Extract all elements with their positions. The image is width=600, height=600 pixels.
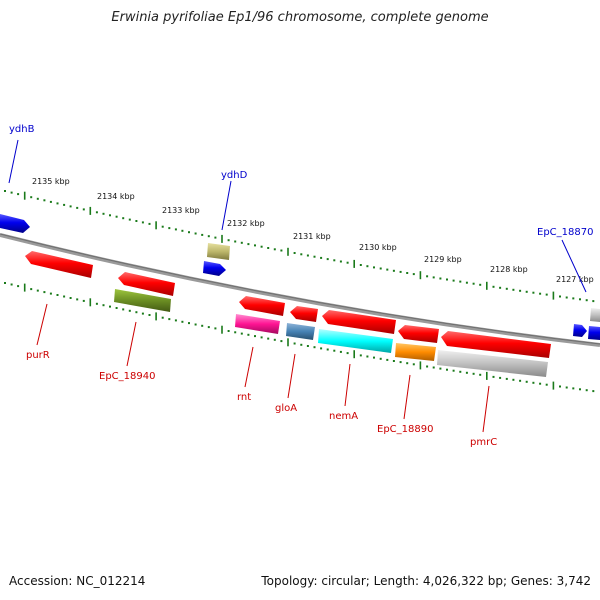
lower-tick-row bbox=[4, 282, 595, 393]
scale-label-2134: 2134 kbp bbox=[97, 192, 135, 201]
label-pmrC[interactable]: pmrC bbox=[470, 437, 497, 448]
leader-ydhD bbox=[221, 180, 232, 231]
leader-EpC_18870 bbox=[561, 239, 587, 293]
leader-nemA bbox=[344, 363, 351, 407]
label-ydhD[interactable]: ydhD bbox=[221, 170, 248, 181]
label-EpC_18870[interactable]: EpC_18870 bbox=[537, 227, 593, 238]
leader-pmrC bbox=[482, 385, 490, 433]
scale-labels: 2135 kbp 2134 kbp 2133 kbp 2132 kbp 2131… bbox=[32, 177, 594, 284]
scale-label-2129: 2129 kbp bbox=[424, 255, 462, 264]
gene-EpC_18870-a[interactable] bbox=[573, 324, 587, 337]
label-EpC_18890[interactable]: EpC_18890 bbox=[377, 424, 433, 435]
scale-label-2135: 2135 kbp bbox=[32, 177, 70, 186]
gene-pmrC[interactable] bbox=[441, 331, 551, 358]
label-purR[interactable]: purR bbox=[26, 350, 50, 361]
label-leaders bbox=[8, 139, 587, 433]
scale-label-2128: 2128 kbp bbox=[490, 265, 528, 274]
forward-strand-genes bbox=[0, 214, 600, 340]
gene-purR[interactable] bbox=[25, 251, 93, 278]
gene-ydhD[interactable] bbox=[203, 261, 226, 276]
leader-EpC_18890 bbox=[403, 374, 411, 420]
gene-EpC_18870-b[interactable] bbox=[588, 326, 600, 340]
scale-label-2127: 2127 kbp bbox=[556, 275, 594, 284]
chromosome-backbone bbox=[0, 233, 600, 347]
gene-labels: ydhB ydhD EpC_18870 purR EpC_18940 rnt g… bbox=[9, 124, 593, 448]
label-nemA[interactable]: nemA bbox=[329, 411, 358, 422]
gene-nemA[interactable] bbox=[322, 310, 396, 334]
leader-ydhB bbox=[8, 139, 19, 184]
genome-summary-text: Topology: circular; Length: 4,026,322 bp… bbox=[261, 574, 591, 588]
scale-label-2133: 2133 kbp bbox=[162, 206, 200, 215]
label-ydhB[interactable]: ydhB bbox=[9, 124, 35, 135]
accession-text: Accession: NC_012214 bbox=[9, 574, 146, 588]
gene-rnt-feature[interactable] bbox=[235, 314, 280, 334]
leader-EpC_18940 bbox=[126, 321, 137, 367]
gene-EpC_18940-feature[interactable] bbox=[114, 289, 171, 312]
scale-label-2130: 2130 kbp bbox=[359, 243, 397, 252]
gene-EpC_18940[interactable] bbox=[118, 272, 175, 296]
leader-rnt bbox=[244, 346, 254, 388]
gene-ydhD-feature[interactable] bbox=[207, 243, 230, 260]
leader-gloA bbox=[287, 353, 296, 399]
reverse-strand-genes bbox=[25, 251, 551, 377]
gene-pmrC-feature[interactable] bbox=[437, 350, 548, 377]
label-gloA[interactable]: gloA bbox=[275, 403, 297, 414]
gene-nemA-feature[interactable] bbox=[318, 329, 393, 353]
map-title: Erwinia pyrifoliae Ep1/96 chromosome, co… bbox=[111, 10, 489, 25]
label-rnt[interactable]: rnt bbox=[237, 392, 251, 403]
gene-EpC_18870-c[interactable] bbox=[590, 308, 600, 322]
gene-gloA-feature[interactable] bbox=[286, 323, 315, 340]
chromosome-backbone-highlight bbox=[0, 233, 600, 345]
label-EpC_18940[interactable]: EpC_18940 bbox=[99, 371, 155, 382]
gene-gloA[interactable] bbox=[290, 306, 318, 322]
gene-EpC_18890[interactable] bbox=[398, 325, 439, 343]
scale-label-2132: 2132 kbp bbox=[227, 219, 265, 228]
gene-rnt[interactable] bbox=[239, 296, 285, 316]
upper-tick-row bbox=[4, 190, 595, 303]
scale-label-2131: 2131 kbp bbox=[293, 232, 331, 241]
leader-purR bbox=[36, 303, 48, 346]
gene-EpC_18890-feature[interactable] bbox=[395, 343, 436, 361]
gene-ydhB[interactable] bbox=[0, 214, 30, 233]
